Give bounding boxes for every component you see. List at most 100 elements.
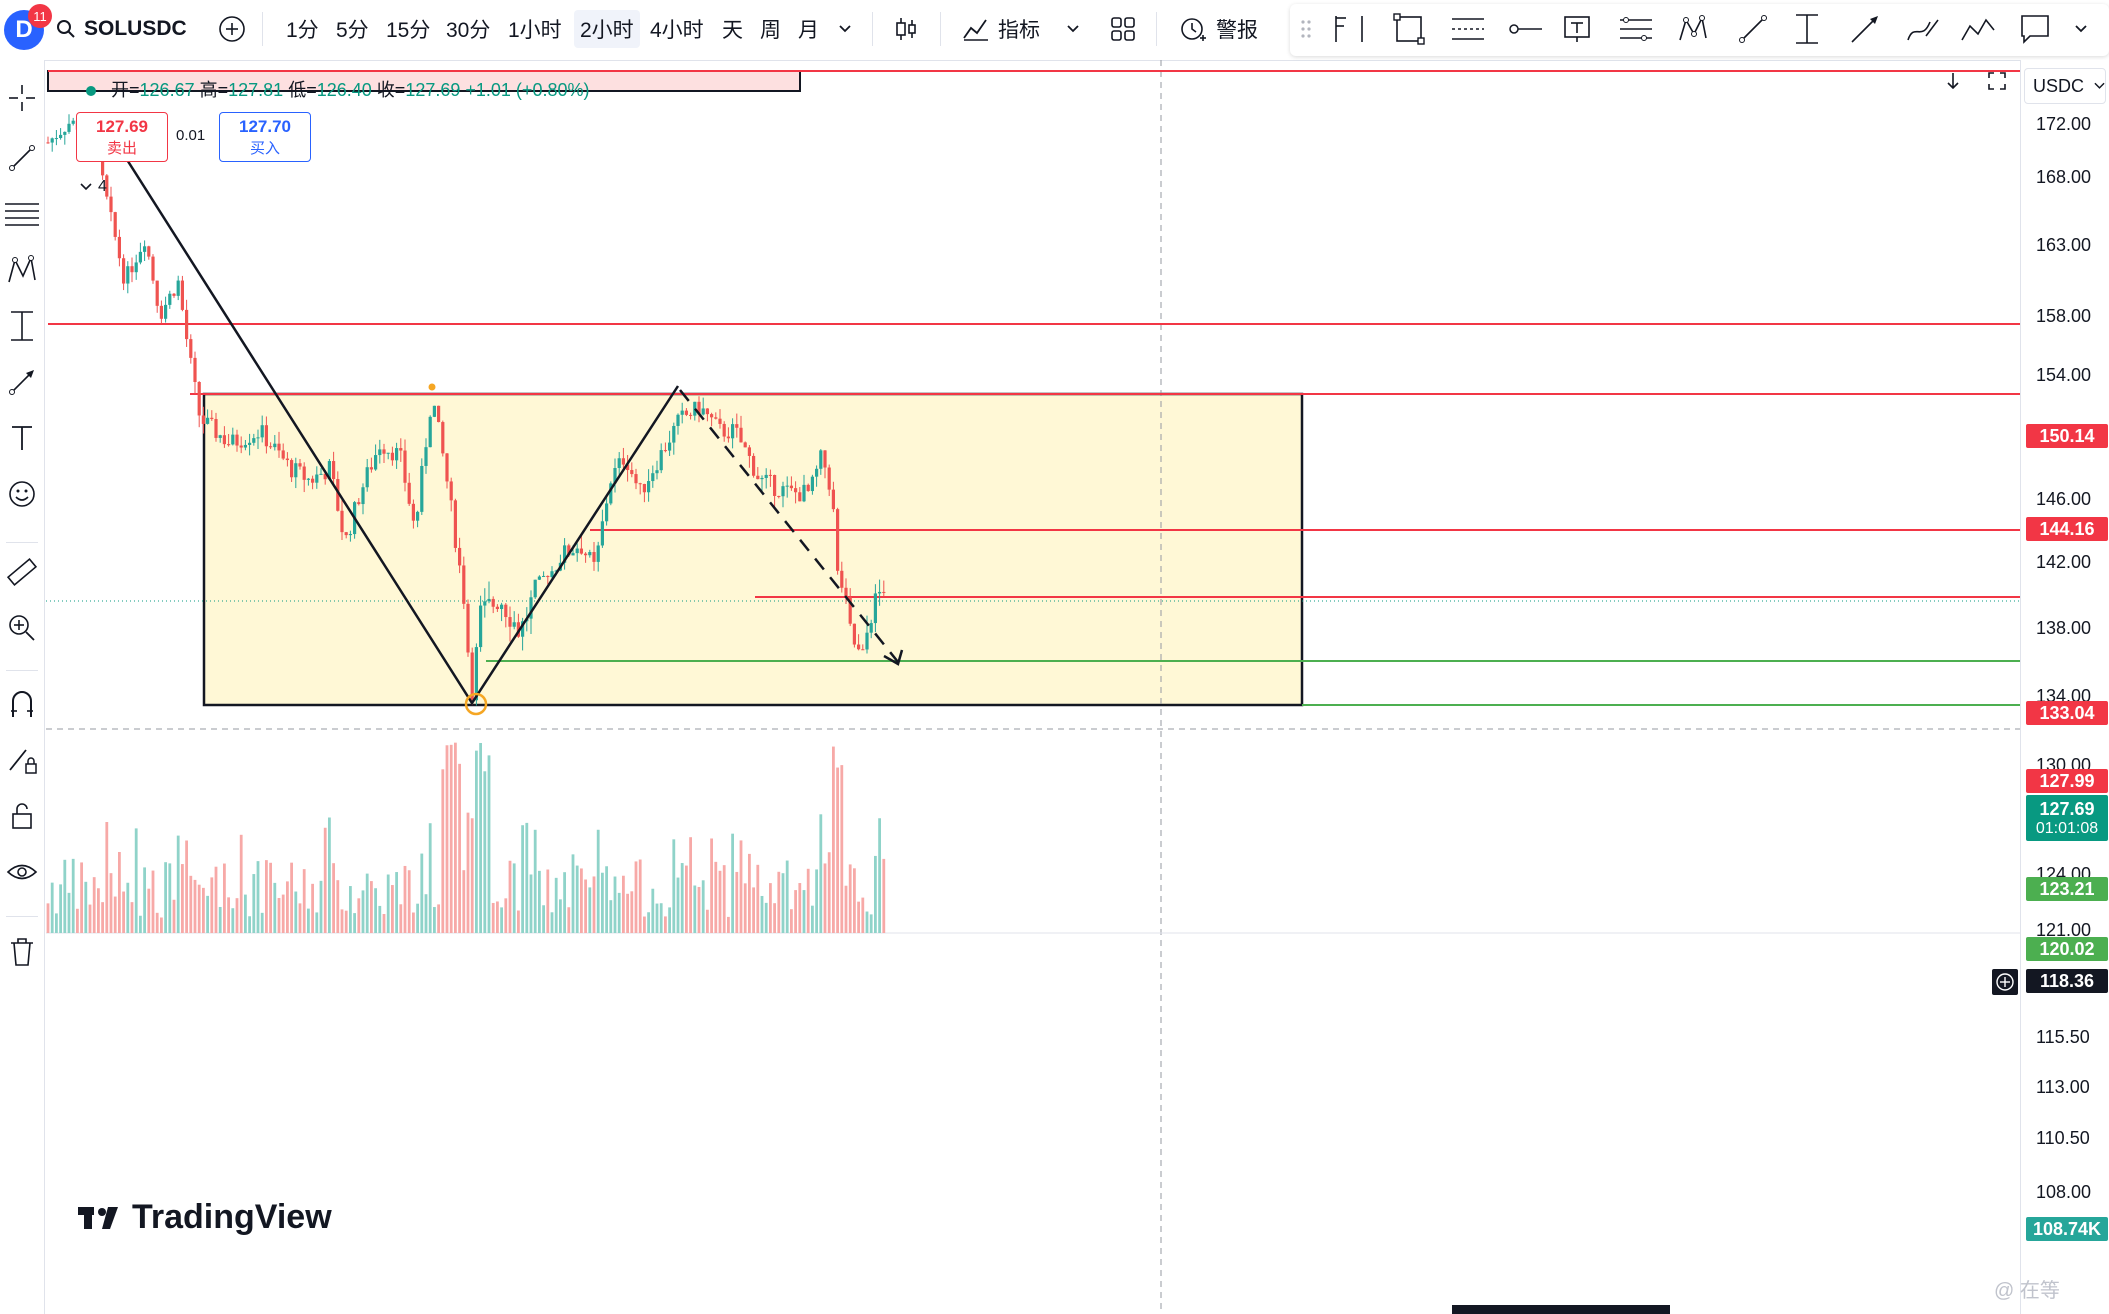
volume-bar	[286, 881, 289, 933]
trend-line-tool[interactable]	[4, 140, 40, 176]
price-scale[interactable]	[2020, 60, 2109, 1314]
price-tick: 113.00	[2036, 1077, 2090, 1097]
volume-bar	[785, 860, 789, 933]
comment-tool[interactable]	[2018, 10, 2052, 48]
more-tools-button[interactable]	[2074, 10, 2088, 48]
chart-type-button[interactable]	[894, 10, 918, 48]
indicators-button[interactable]: 指标	[962, 10, 1040, 48]
add-alert-button[interactable]	[1992, 969, 2018, 995]
currency-selector[interactable]: USDC	[2024, 68, 2106, 104]
candle-body	[596, 545, 600, 562]
rectangle-tool[interactable]	[1392, 10, 1426, 48]
arrow-down-icon[interactable]	[1944, 70, 1962, 92]
candle-body	[369, 467, 373, 470]
volume-bar	[311, 883, 314, 933]
interval-day[interactable]: 天	[722, 19, 743, 42]
volume-bar	[685, 865, 688, 933]
volume-bar	[189, 875, 193, 933]
candle-body	[714, 417, 718, 419]
add-symbol-button[interactable]	[218, 10, 246, 48]
alert-button[interactable]: 警报	[1178, 10, 1258, 48]
buy-label: 买入	[249, 139, 280, 157]
pattern-tool[interactable]	[1676, 10, 1710, 48]
volume-label: 108.74K	[2026, 1217, 2108, 1241]
interval-1h[interactable]: 1小时	[508, 19, 562, 42]
pattern-tool[interactable]	[4, 252, 40, 288]
ruler-tool[interactable]	[4, 554, 40, 590]
fib-retracement-tool[interactable]	[1450, 10, 1486, 48]
horizontal-ray-tool[interactable]	[1508, 10, 1542, 48]
delete-drawings-tool[interactable]	[4, 934, 40, 970]
interval-4h[interactable]: 4小时	[650, 19, 704, 42]
candle-body	[550, 571, 554, 578]
candle-body	[600, 521, 604, 546]
candle-body	[122, 258, 126, 284]
volume-bar	[542, 905, 545, 933]
candle-body	[432, 405, 436, 417]
arrow-tool[interactable]	[1848, 10, 1882, 48]
interval-dropdown[interactable]	[838, 10, 852, 48]
text-tool[interactable]	[1562, 10, 1592, 48]
volume-bar	[470, 818, 474, 933]
indicators-dropdown[interactable]	[1066, 10, 1080, 48]
fib-channel-tool[interactable]	[1330, 10, 1370, 48]
volume-bar	[836, 767, 839, 933]
interval-week[interactable]: 周	[760, 19, 781, 42]
volume-bar	[752, 887, 755, 933]
symbol-search[interactable]: SOLUSDC	[56, 10, 187, 48]
volume-bar	[479, 742, 482, 933]
lock-all-tool[interactable]	[4, 798, 40, 834]
volume-bar	[601, 872, 604, 933]
candle-body	[810, 476, 814, 492]
arrow-tool[interactable]	[4, 364, 40, 400]
interval-5m[interactable]: 5分	[336, 19, 369, 42]
zoom-tool[interactable]	[4, 610, 40, 646]
interval-month[interactable]: 月	[798, 19, 819, 42]
price-chart[interactable]	[46, 60, 2020, 1314]
candle-body	[521, 621, 525, 637]
price-range-tool[interactable]	[1792, 10, 1822, 48]
volume-bar	[63, 859, 67, 933]
text-tool[interactable]	[4, 420, 40, 456]
brush-tool[interactable]	[1904, 10, 1942, 48]
interval-30m[interactable]: 30分	[446, 19, 491, 42]
interval-1m[interactable]: 1分	[286, 19, 319, 42]
volume-bar	[546, 869, 550, 933]
candle-body	[752, 455, 756, 476]
volume-bar	[151, 870, 155, 933]
lock-drawing-tool[interactable]	[4, 742, 40, 778]
projection-dashed-line	[679, 389, 899, 663]
volume-bar	[374, 888, 377, 933]
volume-bar	[92, 877, 96, 933]
parallel-channel-tool[interactable]	[1618, 10, 1654, 48]
interval-15m[interactable]: 15分	[386, 19, 431, 42]
crosshair-tool[interactable]	[4, 80, 40, 116]
interval-2h[interactable]: 2小时	[574, 10, 640, 48]
candle-body	[474, 647, 478, 701]
bottom-scroll-handle[interactable]	[1452, 1305, 1670, 1314]
fullscreen-icon[interactable]	[1986, 70, 2008, 92]
candle-body	[512, 622, 516, 627]
path-tool[interactable]	[1960, 10, 1998, 48]
separator	[262, 12, 263, 46]
buy-button[interactable]: 127.70 买入	[219, 112, 311, 162]
volume-bar	[441, 769, 445, 933]
magnet-tool[interactable]	[4, 686, 40, 722]
layouts-button[interactable]	[1110, 10, 1136, 48]
emoji-tool[interactable]	[4, 476, 40, 512]
candle-body	[227, 444, 231, 446]
candle-body	[613, 467, 617, 484]
candle-body	[109, 196, 113, 213]
hide-drawings-tool[interactable]	[4, 854, 40, 890]
candle-body	[437, 405, 441, 423]
separator	[1156, 12, 1157, 46]
open-value: 126.67	[139, 80, 195, 100]
sell-button[interactable]: 127.69 卖出	[76, 112, 168, 162]
lot-size-control[interactable]: 4	[80, 178, 107, 196]
volume-bar	[630, 891, 634, 933]
drag-handle[interactable]	[1300, 10, 1312, 48]
measure-range-tool[interactable]	[4, 308, 40, 344]
fib-tool[interactable]	[4, 196, 40, 232]
trend-line-tool[interactable]	[1736, 10, 1770, 48]
volume-bar	[664, 916, 667, 933]
